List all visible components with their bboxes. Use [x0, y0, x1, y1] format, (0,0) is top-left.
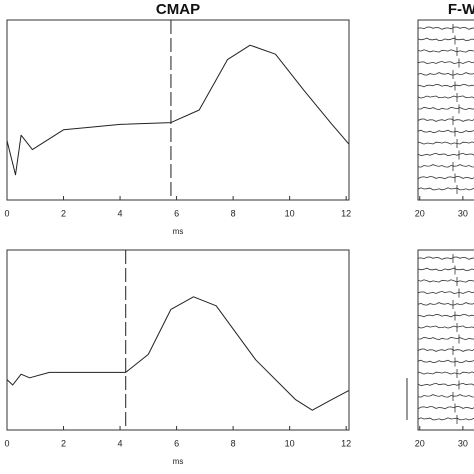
f-wave-trace: [417, 164, 474, 168]
f-wave-trace: [417, 72, 474, 76]
f-wave-trace: [417, 141, 474, 145]
x-tick-label: 10: [285, 208, 295, 218]
x-tick-label: 30: [458, 438, 468, 448]
x-tick-label: 8: [231, 208, 236, 218]
f-wave-trace: [417, 417, 474, 421]
x-tick-label: 8: [231, 438, 236, 448]
x-tick-label: 20: [415, 438, 425, 448]
x-tick-label: 30: [458, 208, 468, 218]
x-tick-label: 4: [118, 208, 123, 218]
f-wave-trace: [417, 187, 474, 191]
x-tick-label: 12: [341, 438, 351, 448]
f-wave-trace: [417, 325, 474, 329]
f-wave-trace: [417, 359, 474, 364]
plot-frame: [417, 19, 474, 201]
x-tick-label: 4: [118, 438, 123, 448]
f-wave-trace: [417, 336, 474, 341]
f-wave-trace: [417, 37, 474, 42]
x-tick-label: 0: [4, 438, 9, 448]
f-wave-trace: [417, 382, 474, 387]
f-wave-trace: [417, 60, 474, 65]
x-tick-label: 6: [174, 208, 179, 218]
f-wave-trace: [417, 394, 474, 398]
x-axis-label: ms: [173, 457, 184, 466]
f-wave-trace: [417, 302, 474, 306]
f-wave-trace: [417, 83, 474, 88]
f-wave-trace: [417, 129, 474, 134]
x-tick-label: 6: [174, 438, 179, 448]
x-tick-label: 10: [285, 438, 295, 448]
x-tick-label: 2: [61, 438, 66, 448]
x-axis-label: ms: [173, 227, 184, 236]
f-wave-trace: [417, 371, 474, 375]
f-wave-trace: [417, 279, 474, 283]
waveform: [6, 44, 350, 176]
f-wave-trace: [417, 152, 474, 157]
f-wave-trace: [417, 49, 474, 53]
f-wave-trace: [417, 313, 474, 318]
f-wave-trace: [417, 106, 474, 111]
plot-frame: [417, 249, 474, 431]
f-wave-trace: [417, 405, 474, 410]
f-wave-trace: [417, 175, 474, 180]
x-tick-label: 0: [4, 208, 9, 218]
f-wave-trace: [417, 95, 474, 99]
x-tick-label: 12: [341, 208, 351, 218]
x-tick-label: 2: [61, 208, 66, 218]
f-wave-trace: [417, 118, 474, 122]
x-tick-label: 20: [415, 208, 425, 218]
f-wave-trace: [417, 26, 474, 30]
f-wave-trace: [417, 348, 474, 352]
plot-frame: [6, 19, 350, 201]
waveform: [6, 296, 350, 411]
panel-title: CMAP: [156, 1, 200, 18]
panel-title: F-W: [448, 1, 474, 18]
f-wave-trace: [417, 256, 474, 260]
f-wave-trace: [417, 267, 474, 272]
f-wave-trace: [417, 290, 474, 295]
plot-frame: [6, 249, 350, 431]
